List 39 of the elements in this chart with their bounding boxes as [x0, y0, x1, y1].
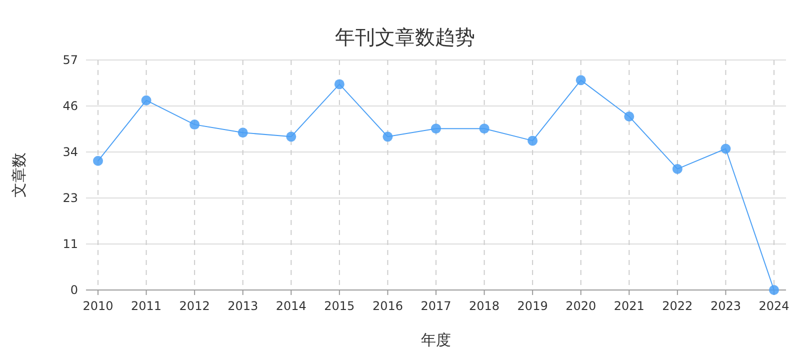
x-tick-label: 2010 — [82, 299, 114, 313]
x-tick-label: 2024 — [758, 299, 790, 313]
x-tick-label: 2016 — [372, 299, 403, 313]
x-tick-label: 2014 — [276, 299, 306, 313]
point — [190, 120, 200, 130]
point — [720, 144, 731, 154]
point — [141, 95, 152, 106]
point — [431, 124, 441, 134]
y-tick-label: 23 — [62, 191, 78, 205]
x-tick-label: 2011 — [131, 299, 162, 313]
x-tick-label: 2015 — [324, 299, 355, 313]
point — [334, 79, 344, 90]
y-tick-label: 34 — [62, 145, 78, 159]
x-tick-label: 2018 — [469, 299, 500, 313]
x-tick-label: 2019 — [517, 299, 548, 313]
x-tick-label: 2012 — [179, 299, 210, 313]
point — [479, 124, 490, 134]
point — [382, 132, 393, 142]
x-tick-label: 2021 — [614, 299, 644, 313]
x-axis-title: 年度 — [421, 331, 451, 349]
point — [286, 132, 296, 142]
x-tick-label: 2023 — [710, 299, 741, 313]
point — [238, 128, 248, 138]
x-tick-label: 2022 — [662, 299, 693, 313]
y-tick-label: 11 — [62, 237, 78, 251]
point — [624, 111, 634, 122]
point — [576, 75, 586, 86]
point — [528, 136, 538, 146]
y-tick-label: 0 — [70, 283, 78, 297]
x-tick-label: 2020 — [566, 299, 596, 313]
point — [93, 156, 103, 166]
point — [672, 164, 682, 174]
y-tick-label: 57 — [62, 53, 78, 67]
y-axis-title: 文章数 — [10, 152, 28, 198]
y-tick-label: 46 — [62, 99, 78, 113]
x-tick-label: 2017 — [420, 299, 452, 313]
point — [769, 285, 779, 295]
chart-title: 年刊文章数趋势 — [335, 25, 475, 49]
x-tick-label: 2013 — [228, 299, 258, 313]
